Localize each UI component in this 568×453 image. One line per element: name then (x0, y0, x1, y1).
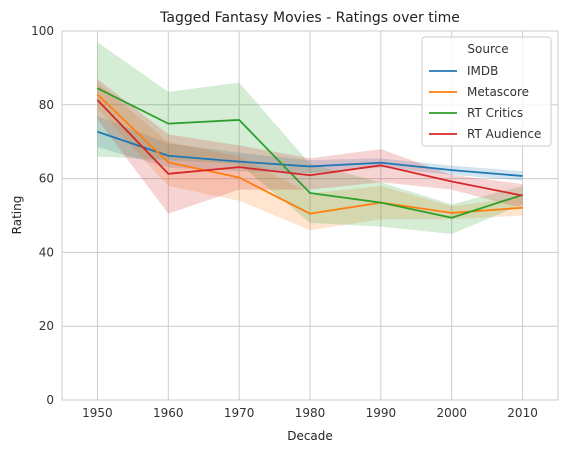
legend-label-metascore: Metascore (467, 85, 529, 99)
x-tick-label: 1960 (153, 406, 184, 420)
x-tick-label: 1980 (295, 406, 326, 420)
legend-title: Source (467, 42, 508, 56)
y-axis-label: Rating (10, 196, 24, 235)
y-tick-label: 40 (39, 245, 54, 259)
imdb-ci-band (97, 115, 523, 181)
x-tick-label: 1970 (224, 406, 255, 420)
x-tick-labels: 1950 1960 1970 1980 1990 2000 2010 (82, 406, 538, 420)
legend-label-imdb: IMDB (467, 64, 498, 78)
rt-critics-ci-band (97, 42, 523, 234)
x-tick-label: 1950 (82, 406, 113, 420)
y-tick-label: 80 (39, 98, 54, 112)
x-tick-label: 2010 (507, 406, 538, 420)
legend-label-rt-audience: RT Audience (467, 127, 541, 141)
y-tick-label: 60 (39, 172, 54, 186)
chart-title: Tagged Fantasy Movies - Ratings over tim… (159, 10, 460, 26)
metascore-line (96, 93, 523, 215)
rt-audience-ci-band (97, 78, 523, 214)
legend-box (421, 36, 552, 147)
y-tick-label: 0 (46, 393, 54, 407)
plot-frame (61, 30, 559, 401)
y-tick-label: 100 (31, 24, 54, 38)
x-tick-label: 2000 (436, 406, 467, 420)
rt-critics-line (97, 87, 523, 219)
y-tick-labels: 0 20 40 60 80 100 (31, 24, 54, 407)
x-tick-label: 1990 (366, 406, 397, 420)
legend-items: IMDB Metascore RT Critics RT Audience (429, 64, 541, 141)
imdb-line (97, 130, 523, 177)
legend-label-rt-critics: RT Critics (467, 106, 523, 120)
legend: Source IMDB Metascore RT Critics RT Audienc… (421, 36, 552, 147)
series-lines (96, 87, 523, 219)
rt-audience-line (96, 99, 523, 197)
x-axis-label: Decade (287, 429, 333, 443)
y-tick-label: 20 (39, 319, 54, 333)
